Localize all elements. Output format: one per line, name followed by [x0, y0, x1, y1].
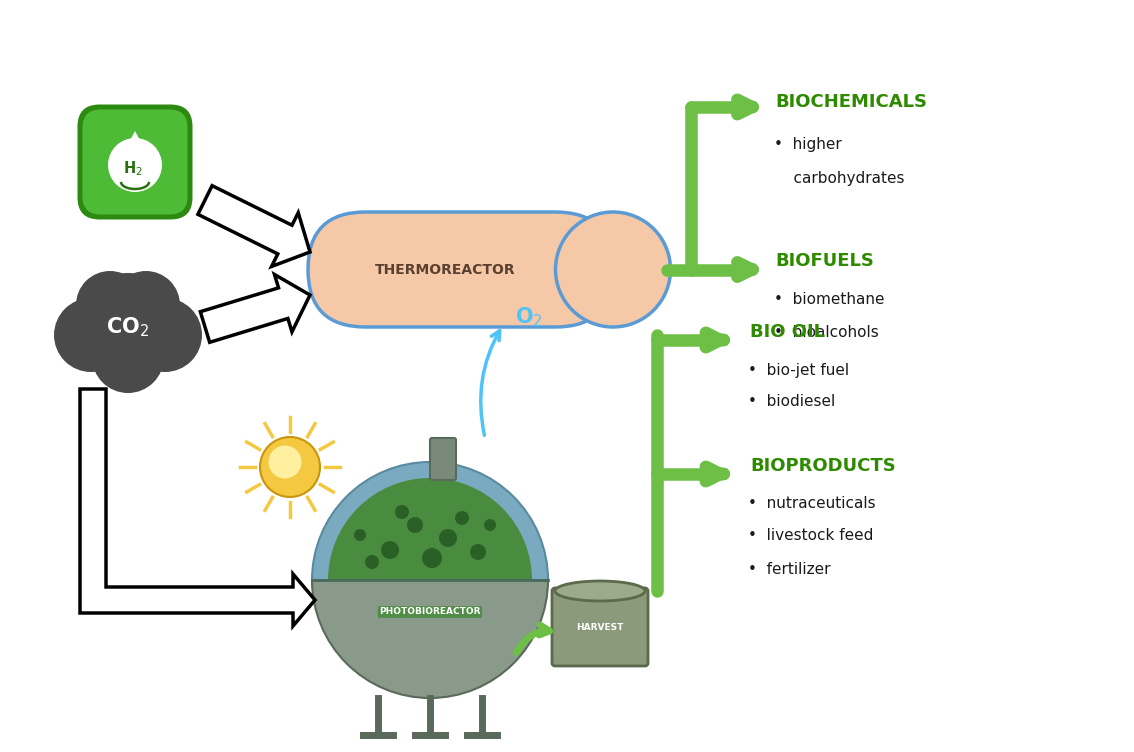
Circle shape [469, 544, 486, 560]
Polygon shape [81, 389, 315, 626]
Text: HARVEST: HARVEST [576, 623, 624, 632]
FancyBboxPatch shape [83, 110, 187, 214]
Polygon shape [118, 131, 152, 163]
Text: BIOCHEMICALS: BIOCHEMICALS [776, 93, 928, 111]
FancyBboxPatch shape [77, 105, 193, 220]
Text: H$_2$: H$_2$ [124, 159, 143, 178]
Wedge shape [312, 462, 548, 580]
Text: •  livestock feed: • livestock feed [748, 529, 873, 544]
Text: BIO OIL: BIO OIL [750, 323, 826, 341]
Text: O$_2$: O$_2$ [515, 305, 543, 329]
Wedge shape [312, 580, 548, 698]
Circle shape [365, 555, 379, 569]
Text: carbohydrates: carbohydrates [773, 171, 904, 186]
Text: •  nutraceuticals: • nutraceuticals [748, 496, 875, 511]
Polygon shape [201, 274, 310, 342]
Circle shape [92, 321, 164, 393]
Ellipse shape [555, 581, 645, 601]
Text: CO$_2$: CO$_2$ [107, 315, 150, 339]
Circle shape [484, 519, 496, 531]
Circle shape [269, 445, 302, 478]
Text: •  bio-jet fuel: • bio-jet fuel [748, 362, 849, 378]
Text: THERMOREACTOR: THERMOREACTOR [375, 262, 516, 277]
Circle shape [260, 437, 320, 497]
Circle shape [455, 511, 469, 525]
Circle shape [354, 529, 366, 541]
FancyBboxPatch shape [552, 588, 648, 666]
Circle shape [422, 548, 442, 568]
Wedge shape [328, 478, 532, 580]
Circle shape [74, 273, 181, 381]
Text: PHOTOBIOREACTOR: PHOTOBIOREACTOR [379, 608, 481, 617]
Circle shape [407, 517, 423, 533]
Circle shape [54, 298, 128, 372]
Text: •  biodiesel: • biodiesel [748, 395, 836, 410]
Text: •  biomethane: • biomethane [773, 292, 885, 307]
Circle shape [395, 505, 409, 519]
Circle shape [381, 541, 399, 559]
Circle shape [128, 298, 202, 372]
Text: •  fertilizer: • fertilizer [748, 562, 830, 577]
Text: BIOFUELS: BIOFUELS [776, 253, 874, 271]
FancyBboxPatch shape [430, 438, 456, 480]
Text: •  higher: • higher [773, 138, 841, 153]
Polygon shape [198, 186, 310, 266]
FancyBboxPatch shape [308, 212, 613, 327]
Circle shape [76, 271, 144, 339]
Text: BIOPRODUCTS: BIOPRODUCTS [750, 457, 896, 475]
Circle shape [556, 212, 670, 327]
Text: •  bioalcohols: • bioalcohols [773, 325, 878, 340]
Circle shape [108, 138, 162, 192]
Circle shape [439, 529, 457, 547]
Circle shape [112, 271, 180, 339]
